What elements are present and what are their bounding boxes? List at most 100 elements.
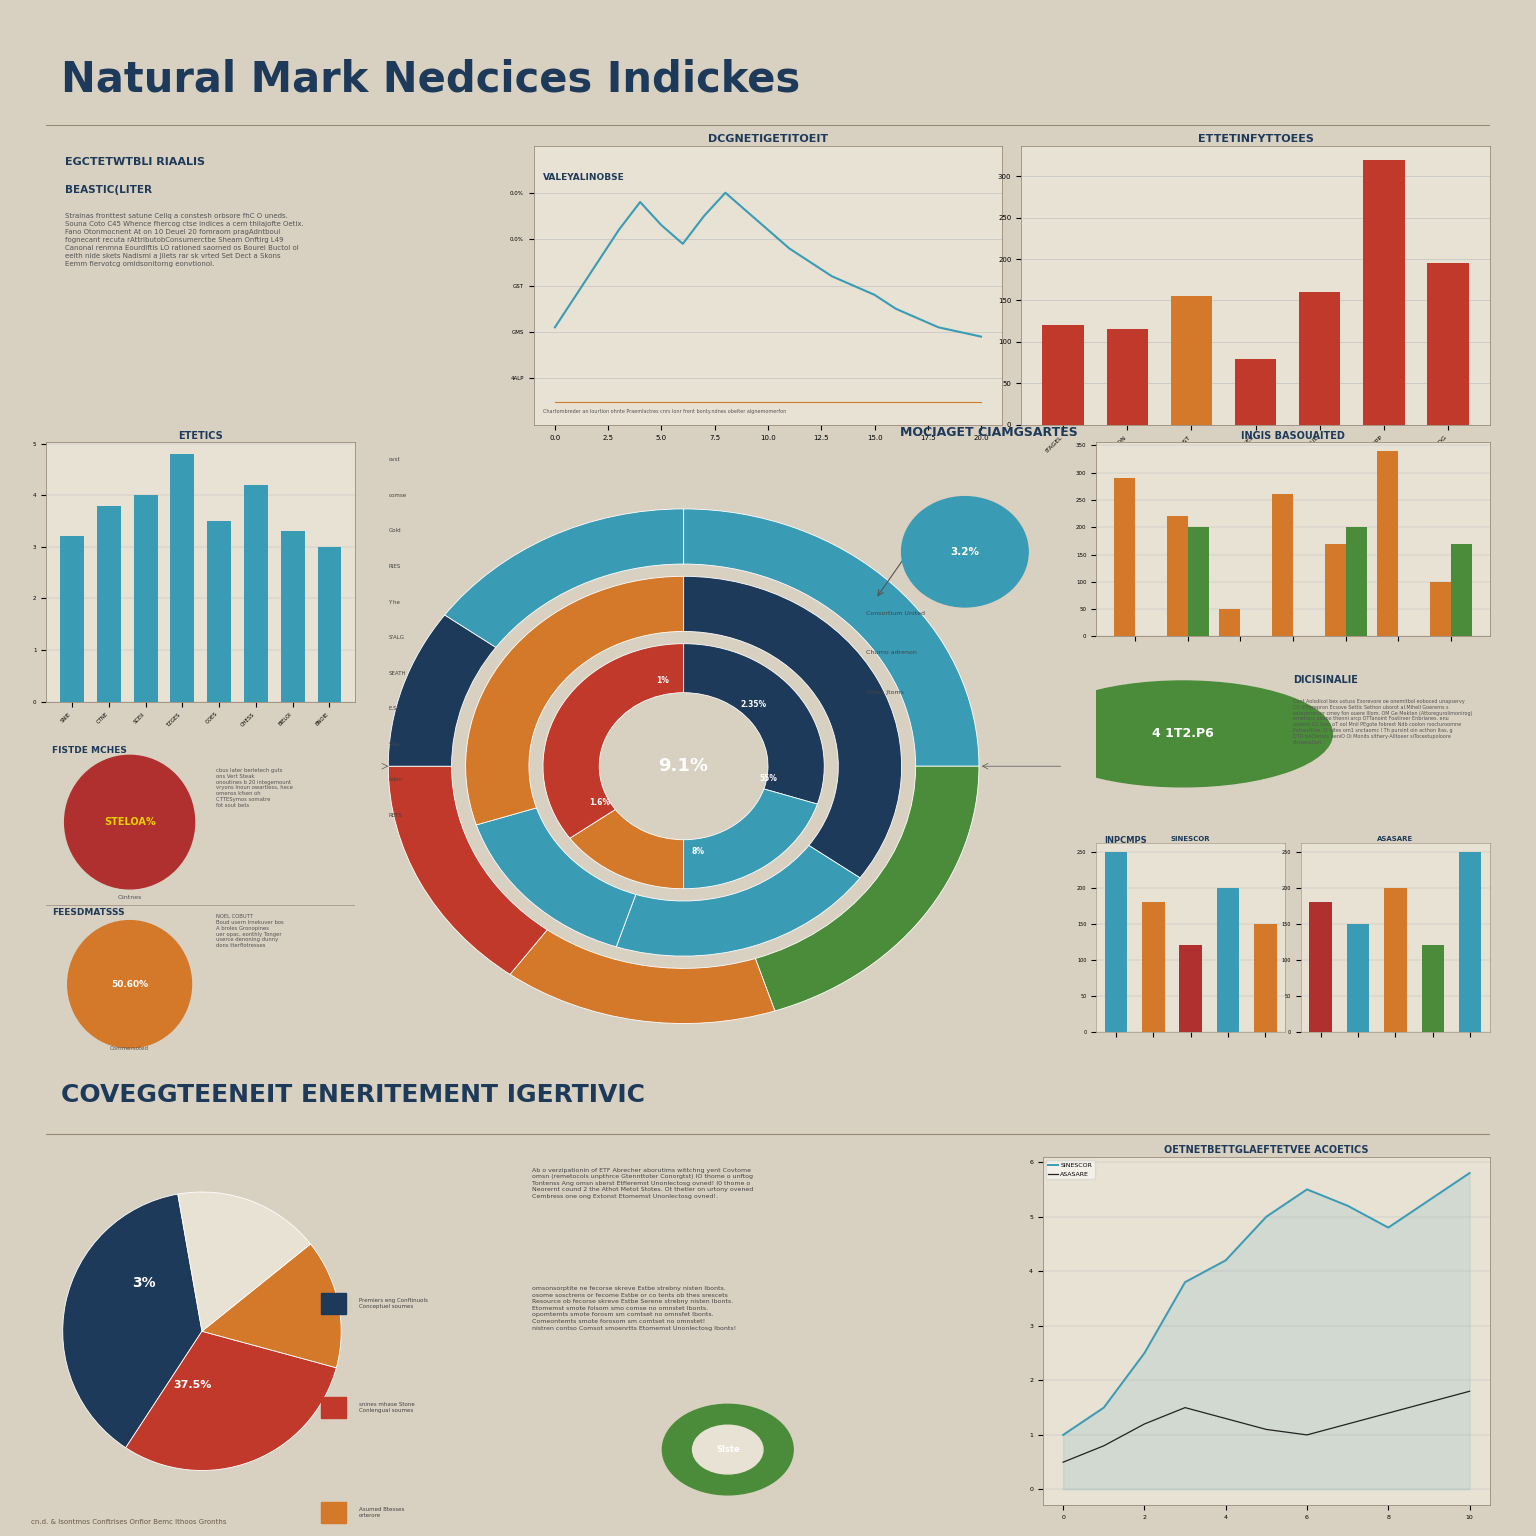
Text: cbus later berletech guts
ons Vert Steak
onoutines b 20 integemount
vryons Inoun: cbus later berletech guts ons Vert Steak… bbox=[217, 768, 293, 808]
Text: 8%: 8% bbox=[691, 848, 703, 857]
Text: Omas Jtoms: Omas Jtoms bbox=[866, 690, 905, 696]
Wedge shape bbox=[476, 808, 636, 946]
Wedge shape bbox=[63, 1193, 201, 1448]
ASASARE bbox=[1419, 1393, 1438, 1412]
Text: FISTDE MCHES: FISTDE MCHES bbox=[52, 746, 127, 754]
Wedge shape bbox=[178, 1192, 310, 1332]
Title: INGIS BASOUAITED: INGIS BASOUAITED bbox=[1241, 430, 1346, 441]
Title: ETTETINFYTTOEES: ETTETINFYTTOEES bbox=[1198, 134, 1313, 144]
Bar bbox=[1299, 292, 1341, 425]
Bar bbox=[244, 485, 267, 702]
Text: EGCTETWTBLI RIAALIS: EGCTETWTBLI RIAALIS bbox=[65, 158, 204, 167]
Text: Ointnes: Ointnes bbox=[117, 895, 141, 900]
Text: Y he: Y he bbox=[389, 599, 401, 605]
Wedge shape bbox=[684, 576, 902, 879]
Bar bbox=[1220, 610, 1241, 636]
Wedge shape bbox=[445, 508, 684, 647]
Wedge shape bbox=[684, 644, 825, 803]
ASASARE bbox=[1054, 1453, 1072, 1471]
ASASARE bbox=[1095, 1436, 1114, 1455]
Text: Natural Mark Nedcices Indickes: Natural Mark Nedcices Indickes bbox=[60, 58, 800, 100]
SINESCOR bbox=[1419, 1190, 1438, 1209]
Bar bbox=[170, 455, 195, 702]
Text: 3.2%: 3.2% bbox=[951, 547, 980, 556]
Text: SIste: SIste bbox=[716, 1445, 740, 1455]
Text: 37.5%: 37.5% bbox=[174, 1381, 212, 1390]
Text: 3%: 3% bbox=[132, 1276, 155, 1290]
Circle shape bbox=[693, 1425, 763, 1475]
Text: nden: nden bbox=[389, 777, 402, 782]
Text: S'ALG: S'ALG bbox=[389, 634, 404, 641]
Text: Churno adrenon: Churno adrenon bbox=[866, 650, 917, 656]
ASASARE bbox=[1135, 1415, 1154, 1433]
Text: BEASTIC(LITER: BEASTIC(LITER bbox=[65, 186, 152, 195]
Text: NOEL COBUTT
Boud usern Irnekuver bos
A broles Gronopines
uer opac, eonthly Tonge: NOEL COBUTT Boud usern Irnekuver bos A b… bbox=[217, 914, 284, 948]
Text: RETS: RETS bbox=[389, 813, 402, 817]
Text: 50.60%: 50.60% bbox=[111, 980, 147, 989]
ASASARE bbox=[1461, 1382, 1479, 1401]
Text: MOCIAGET CIAMGSARTES: MOCIAGET CIAMGSARTES bbox=[900, 425, 1077, 439]
Bar bbox=[1272, 495, 1293, 636]
ASASARE bbox=[1298, 1425, 1316, 1444]
Text: RIES: RIES bbox=[389, 564, 401, 568]
Bar bbox=[1452, 544, 1471, 636]
Text: 4 1T2.P6: 4 1T2.P6 bbox=[1152, 728, 1213, 740]
Text: DICISINALIE: DICISINALIE bbox=[1293, 676, 1358, 685]
Text: STELOA%: STELOA% bbox=[104, 817, 155, 826]
Wedge shape bbox=[126, 1332, 336, 1470]
Text: Commersoted: Commersoted bbox=[111, 1046, 149, 1051]
Text: ovst: ovst bbox=[389, 458, 399, 462]
ASASARE bbox=[1217, 1410, 1235, 1428]
Text: VALEYALINOBSE: VALEYALINOBSE bbox=[544, 172, 625, 181]
Text: Chartombreder an lourtion ohnte Praemlactres cnrs lonr frent bonty.ndnes obelter: Chartombreder an lourtion ohnte Praemlac… bbox=[544, 409, 786, 413]
SINESCOR bbox=[1461, 1164, 1479, 1183]
Wedge shape bbox=[201, 1244, 341, 1367]
Circle shape bbox=[65, 756, 195, 889]
Text: INPCMPS: INPCMPS bbox=[1104, 836, 1147, 845]
Text: comse: comse bbox=[389, 493, 407, 498]
Text: Ab o verzipationin of ETF Abrecher aborutims wittchng yent Covtome
omsn (remetoc: Ab o verzipationin of ETF Abrecher aboru… bbox=[531, 1167, 753, 1200]
Legend: SINESCOR, ASASARE: SINESCOR, ASASARE bbox=[1046, 1160, 1095, 1180]
Wedge shape bbox=[570, 809, 684, 889]
Circle shape bbox=[662, 1404, 793, 1495]
ASASARE bbox=[1338, 1415, 1356, 1433]
SINESCOR bbox=[1256, 1207, 1275, 1226]
ASASARE bbox=[1177, 1398, 1195, 1416]
Line: ASASARE: ASASARE bbox=[1063, 1392, 1470, 1462]
Wedge shape bbox=[544, 644, 684, 839]
Bar bbox=[1427, 263, 1468, 425]
SINESCOR bbox=[1054, 1425, 1072, 1444]
Bar bbox=[321, 1293, 346, 1313]
SINESCOR bbox=[1379, 1218, 1398, 1236]
Bar bbox=[1170, 296, 1212, 425]
Text: omsonsorptite ne fecorse skreve Estbe strebny nisten Ibonts.
osome sosctrens or : omsonsorptite ne fecorse skreve Estbe st… bbox=[531, 1286, 736, 1330]
ASASARE bbox=[1256, 1421, 1275, 1439]
Text: Oeltsiring obet primolts,
soffer sithest oitfersel
poffer sotcer Oetecost
clot o: Oeltsiring obet primolts, soffer sithest… bbox=[1104, 859, 1164, 886]
Title: DCGNETIGETITOEIT: DCGNETIGETITOEIT bbox=[708, 134, 828, 144]
Bar bbox=[1235, 358, 1276, 425]
Text: FEESDMATSSS: FEESDMATSSS bbox=[52, 908, 124, 917]
Bar bbox=[1187, 527, 1209, 636]
Bar bbox=[1362, 160, 1404, 425]
Bar bbox=[207, 521, 230, 702]
SINESCOR bbox=[1095, 1398, 1114, 1416]
Text: Consortium United: Consortium United bbox=[866, 610, 926, 616]
Text: cn.d. & lsontmos Conftrises Onfior Bemc Ithoos Gronths: cn.d. & lsontmos Conftrises Onfior Bemc … bbox=[31, 1519, 226, 1525]
ASASARE bbox=[1379, 1404, 1398, 1422]
Text: 1.6%: 1.6% bbox=[588, 799, 610, 808]
Bar bbox=[97, 505, 121, 702]
Wedge shape bbox=[684, 790, 817, 889]
Wedge shape bbox=[465, 576, 684, 825]
Bar bbox=[1346, 527, 1367, 636]
Wedge shape bbox=[756, 766, 978, 1011]
Circle shape bbox=[68, 920, 192, 1048]
Bar bbox=[1043, 326, 1084, 425]
Bar bbox=[1106, 330, 1149, 425]
SINESCOR bbox=[1135, 1344, 1154, 1362]
Bar bbox=[281, 531, 304, 702]
Wedge shape bbox=[684, 508, 978, 766]
Bar bbox=[1167, 516, 1187, 636]
Bar bbox=[321, 1398, 346, 1418]
SINESCOR bbox=[1338, 1197, 1356, 1215]
SINESCOR bbox=[1177, 1273, 1195, 1292]
